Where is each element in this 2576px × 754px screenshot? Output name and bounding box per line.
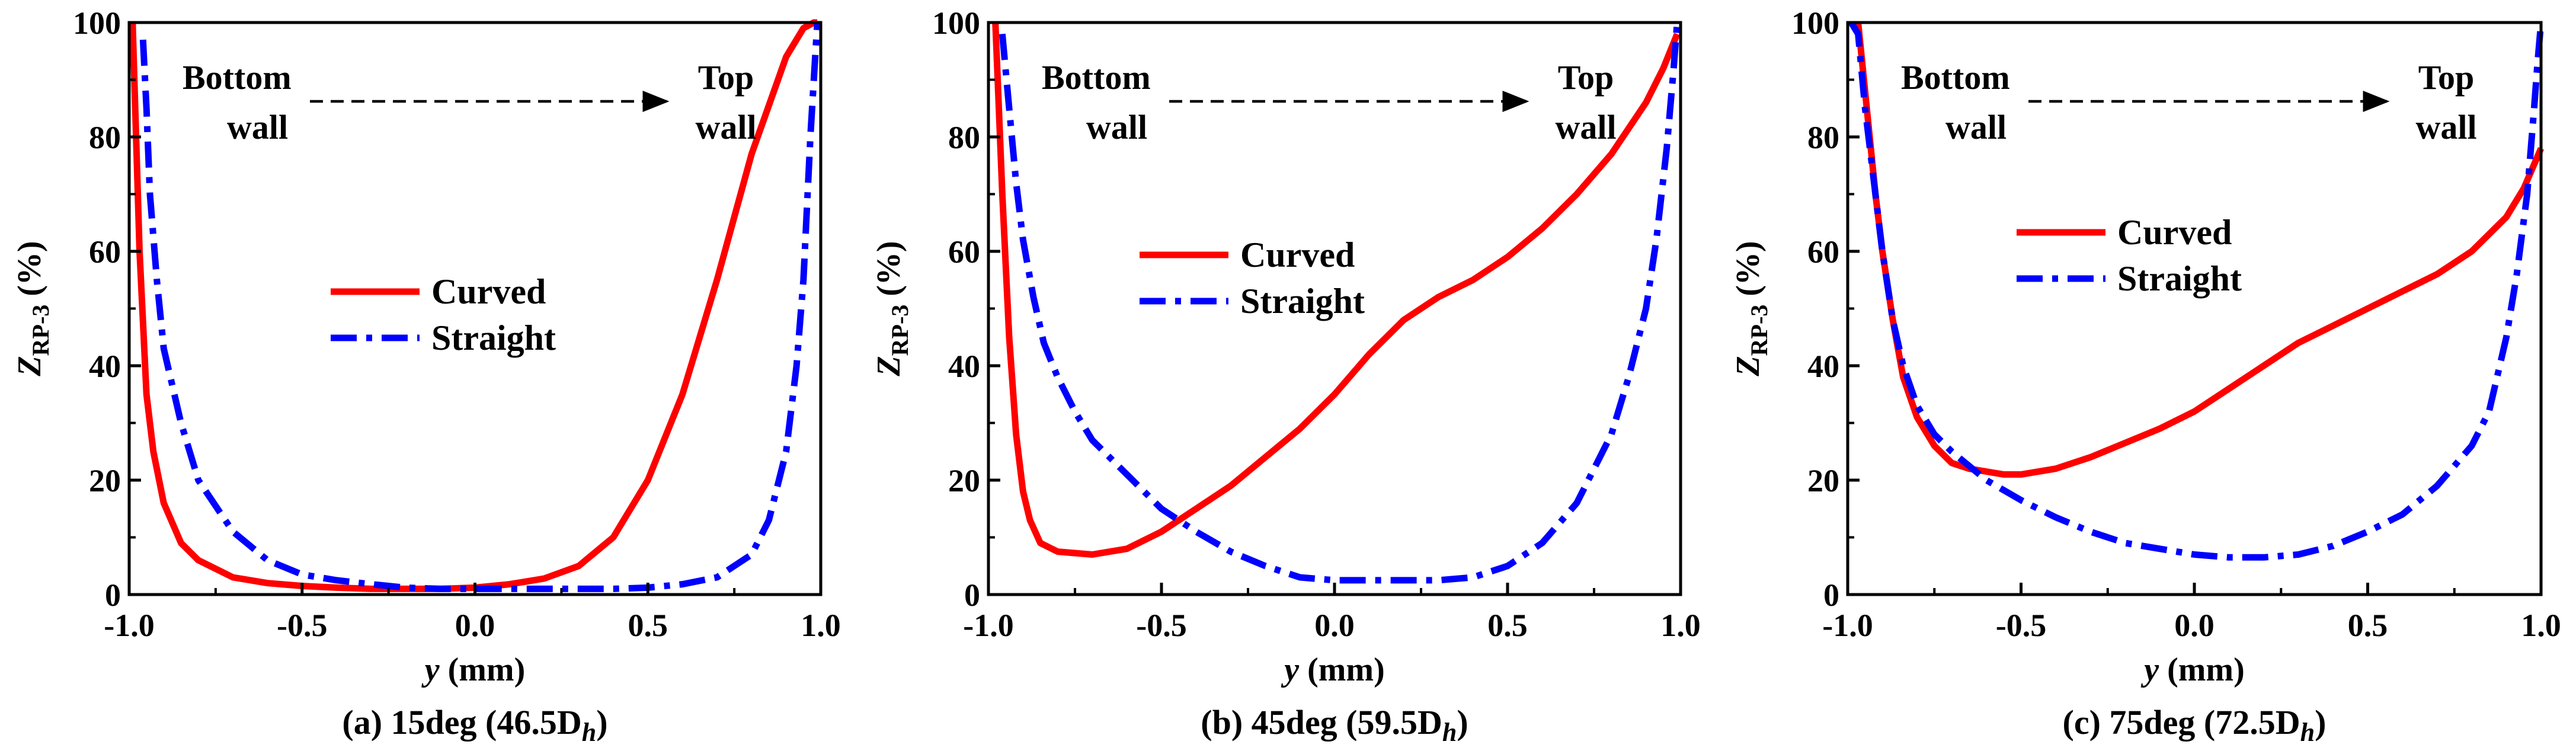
legend-label-straight: Straight (1240, 282, 1365, 321)
panel-caption: (b) 45deg (59.5Dh) (1201, 703, 1468, 747)
legend-label-straight: Straight (431, 318, 556, 357)
x-tick-label: -1.0 (104, 608, 154, 643)
legend-label-straight: Straight (2117, 259, 2242, 298)
x-axis-label-var: y (421, 651, 440, 688)
y-axis-label: ZRP-3 (%) (1730, 241, 1772, 376)
y-axis-label-sub: RP-3 (887, 305, 913, 356)
series-line-straight (139, 22, 821, 592)
annotation-top-wall: wall (2415, 108, 2476, 146)
x-tick-label: 0.5 (2348, 608, 2388, 643)
x-axis-label-var: y (1281, 651, 1300, 688)
x-axis-label-unit: (mm) (440, 651, 526, 688)
legend-label-curved: Curved (431, 272, 546, 311)
x-tick-label: -1.0 (963, 608, 1013, 643)
y-axis-label-unit: (%) (1730, 241, 1767, 304)
y-axis-label-main: Z (871, 356, 907, 376)
panel-caption-sub: h (582, 718, 596, 747)
panel-caption: (a) 15deg (46.5Dh) (342, 703, 607, 747)
y-axis-label-unit: (%) (11, 241, 48, 304)
y-tick-label: 20 (89, 463, 121, 499)
series-line-curved (1855, 22, 2545, 478)
panel-caption-text: (b) 45deg (59.5D (1201, 703, 1442, 742)
y-tick-label: 0 (105, 577, 121, 613)
y-tick-label: 80 (948, 120, 980, 155)
y-tick-label: 100 (932, 5, 980, 41)
legend-label-curved: Curved (2117, 213, 2232, 252)
panel-caption-sub: h (1442, 718, 1457, 747)
x-tick-label: 1.0 (1660, 608, 1701, 643)
x-tick-label: -0.5 (277, 608, 327, 643)
y-tick-label: 20 (948, 463, 980, 499)
panel-caption: (c) 75deg (72.5Dh) (2063, 703, 2327, 747)
y-tick-label: 0 (964, 577, 980, 613)
y-axis-label-sub: RP-3 (1746, 305, 1772, 356)
panel-caption-text: (a) 15deg (46.5D (342, 703, 581, 742)
y-tick-label: 40 (1807, 349, 1839, 384)
panel-caption-close: ) (596, 703, 607, 742)
x-tick-label: 1.0 (801, 608, 841, 643)
annotation-bottom-wall: Bottom (1042, 58, 1151, 97)
x-tick-label: 0.0 (2174, 608, 2215, 643)
annotation-top-wall: Top (698, 58, 754, 97)
y-tick-label: 80 (1807, 120, 1839, 155)
series-line-curved (992, 22, 1681, 558)
annotation-bottom-wall: Bottom (183, 58, 292, 97)
x-tick-label: 1.0 (2521, 608, 2561, 643)
x-axis-label-var: y (2140, 651, 2159, 688)
x-tick-label: -0.5 (1136, 608, 1186, 643)
panel-caption-text: (c) 75deg (72.5D (2063, 703, 2300, 742)
annotation-bottom-wall: wall (1945, 108, 2007, 146)
series-line-straight (999, 22, 1681, 584)
panel-caption-close: ) (1457, 703, 1468, 742)
y-axis-label-main: Z (1730, 356, 1767, 376)
y-axis-label: ZRP-3 (%) (11, 241, 54, 376)
y-tick-label: 40 (89, 349, 121, 384)
annotation-bottom-wall: wall (227, 108, 288, 146)
x-tick-label: 0.5 (1487, 608, 1528, 643)
y-axis-label-main: Z (11, 356, 48, 376)
series-line-straight (1848, 21, 2545, 561)
y-axis-label: ZRP-3 (%) (871, 241, 913, 376)
y-tick-label: 80 (89, 120, 121, 155)
x-tick-label: 0.0 (455, 608, 495, 643)
y-axis-label-unit: (%) (871, 241, 907, 304)
y-tick-label: 60 (89, 234, 121, 270)
y-tick-label: 20 (1807, 463, 1839, 499)
y-tick-label: 0 (1823, 577, 1839, 613)
annotation-top-wall: wall (1555, 108, 1616, 146)
y-tick-label: 100 (1791, 5, 1839, 41)
x-tick-label: -1.0 (1822, 608, 1873, 643)
x-axis-label-unit: (mm) (2159, 651, 2245, 688)
annotation-top-wall: Top (1558, 58, 1614, 97)
y-axis-label-sub: RP-3 (27, 305, 54, 356)
annotation-top-wall: wall (695, 108, 756, 146)
annotation-top-wall: Top (2418, 58, 2475, 97)
panel-caption-close: ) (2315, 703, 2326, 742)
chart-panel-3: -1.0 -0.5 0.0 0.5 1.0 0 20 40 60 80 100 y (mm) ZRP-3… (1730, 5, 2561, 747)
y-tick-label: 60 (1807, 234, 1839, 270)
x-axis-label: y (mm) (421, 651, 525, 688)
y-tick-label: 60 (948, 234, 980, 270)
annotation-bottom-wall: Bottom (1901, 58, 2010, 97)
chart-panel-1: -1.0 -0.5 0.0 0.5 1.0 0 20 40 60 80 100 y (mm) ZRP-3… (11, 5, 841, 747)
annotation-bottom-wall: wall (1086, 108, 1147, 146)
chart-panel-2: -1.0 -0.5 0.0 0.5 1.0 0 20 40 60 80 100 y (mm) ZRP-3… (871, 5, 1701, 747)
x-tick-label: 0.5 (628, 608, 668, 643)
y-tick-label: 100 (73, 5, 121, 41)
x-axis-label: y (mm) (2140, 651, 2244, 688)
x-tick-label: 0.0 (1314, 608, 1355, 643)
x-axis-label: y (mm) (1281, 651, 1384, 688)
panel-caption-sub: h (2300, 718, 2315, 747)
x-tick-label: -0.5 (1996, 608, 2046, 643)
legend-label-curved: Curved (1240, 235, 1355, 274)
y-tick-label: 40 (948, 349, 980, 384)
x-axis-label-unit: (mm) (1299, 651, 1385, 688)
